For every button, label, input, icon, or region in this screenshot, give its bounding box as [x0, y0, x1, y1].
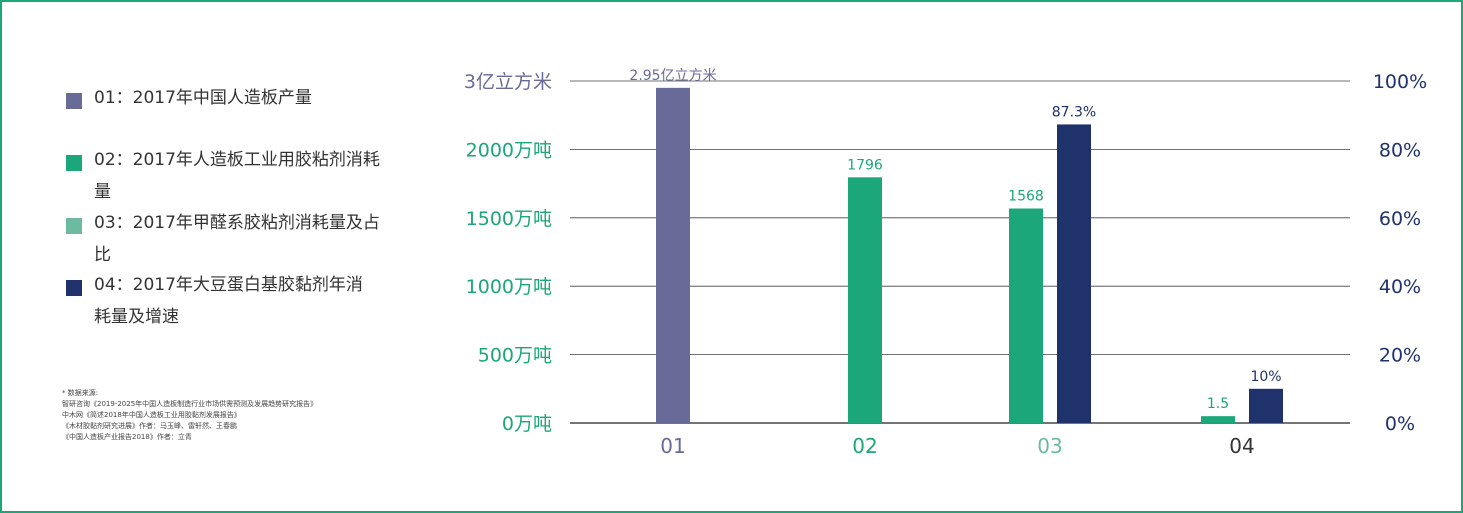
legend-label-01: 01：2017年中国人造板产量 [94, 88, 312, 108]
legend-swatch-02 [66, 155, 82, 171]
source-line: 《中国人造板产业报告2018》作者：立青 [62, 433, 192, 441]
legend-swatch-03 [66, 218, 82, 234]
data-label: 1568 [1008, 188, 1044, 204]
right-axis-tick-label: 80% [1379, 139, 1421, 161]
left-axis-tick-label: 0万吨 [502, 413, 552, 435]
left-axis-tick-label: 1000万吨 [466, 276, 552, 298]
legend-label-04: 04：2017年大豆蛋白基胶黏剂年消耗量及增速 [94, 275, 363, 327]
left-axis-tick-label: 500万吨 [478, 345, 552, 367]
legend-label-02: 02：2017年人造板工业用胶粘剂消耗量 [94, 150, 380, 202]
left-axis-tick-label: 2000万吨 [466, 139, 552, 161]
legend-item-01: 01：2017年中国人造板产量 [66, 88, 394, 114]
bar [1201, 416, 1235, 423]
data-label: 87.3% [1052, 104, 1096, 120]
sources-title: * 数据来源: [62, 389, 99, 397]
bar [848, 177, 882, 423]
data-label: 1.5 [1207, 396, 1229, 412]
data-sources: * 数据来源: 智研咨询《2019-2025年中国人造板制造行业市场供需预测及发… [62, 388, 317, 443]
legend-label-03: 03：2017年甲醛系胶粘剂消耗量及占比 [94, 213, 380, 265]
bar [1009, 208, 1043, 423]
left-axis-tick-label: 3亿立方米 [464, 71, 552, 93]
legend-item-04: 04：2017年大豆蛋白基胶黏剂年消耗量及增速 [66, 275, 374, 333]
right-axis-tick-label: 20% [1379, 345, 1421, 367]
source-line: 中木网《简述2018年中国人造板工业用胶黏剂发展报告》 [62, 411, 241, 419]
x-axis-tick-label: 03 [1037, 434, 1062, 458]
legend-item-03: 03：2017年甲醛系胶粘剂消耗量及占比 [66, 213, 394, 271]
legend-swatch-01 [66, 93, 82, 109]
x-axis-tick-label: 01 [660, 434, 685, 458]
bar [656, 87, 690, 423]
bar [1249, 388, 1283, 423]
x-axis-tick-label: 02 [852, 434, 877, 458]
data-label: 2.95亿立方米 [629, 68, 716, 84]
source-line: 《木材胶黏剂研究进展》作者：马玉峰、雷轩然、王春鹏 [62, 422, 237, 430]
x-axis-tick-label: 04 [1229, 434, 1254, 458]
right-axis-tick-label: 60% [1379, 208, 1421, 230]
bar [1057, 124, 1091, 424]
right-axis-tick-label: 0% [1385, 413, 1415, 435]
data-label: 10% [1250, 369, 1281, 385]
bar-chart: 0万吨 0% 500万吨 20% 1000万吨 40% 1500万吨 60% 2000万吨 80%… [464, 68, 1427, 458]
left-axis-tick-label: 1500万吨 [466, 208, 552, 230]
right-axis-tick-label: 100% [1373, 71, 1427, 93]
legend-swatch-04 [66, 280, 82, 296]
source-line: 智研咨询《2019-2025年中国人造板制造行业市场供需预测及发展趋势研究报告》 [62, 400, 318, 408]
data-label: 1796 [847, 157, 883, 173]
right-axis-tick-label: 40% [1379, 276, 1421, 298]
legend-item-02: 02：2017年人造板工业用胶粘剂消耗量 [66, 150, 394, 208]
